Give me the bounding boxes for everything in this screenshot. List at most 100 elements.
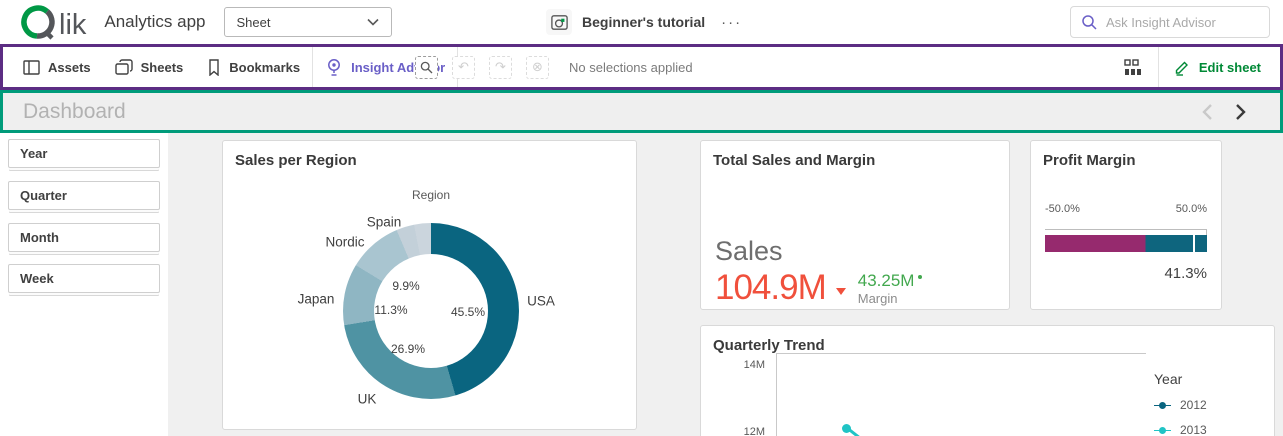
qlik-logo: lik xyxy=(20,2,86,42)
qlik-q-icon xyxy=(21,5,55,40)
sales-per-region-card: Sales per Region Region USA UK Japan Nor… xyxy=(222,140,637,430)
sheets-button[interactable]: Sheets xyxy=(103,47,196,87)
selections-search-icon[interactable] xyxy=(415,55,438,79)
more-options-icon[interactable]: ··· xyxy=(721,13,743,31)
chevron-down-icon xyxy=(366,18,379,26)
trend-down-icon xyxy=(835,287,846,295)
total-sales-margin-card[interactable]: Total Sales and Margin Sales 104.9M 43.2… xyxy=(700,140,1010,310)
gauge-chart: -50.0% 50.0% 41.3% xyxy=(1045,203,1207,282)
bookmarks-button[interactable]: Bookmarks xyxy=(195,47,312,87)
search-icon xyxy=(1082,14,1097,30)
slice-label-japan: Japan xyxy=(297,291,335,307)
edit-sheet-label: Edit sheet xyxy=(1198,59,1261,75)
insight-advisor-search[interactable] xyxy=(1070,6,1270,38)
legend-item-2012[interactable]: 2012 xyxy=(1154,398,1207,412)
slice-label-nordic: Nordic xyxy=(325,234,365,250)
slice-pct-usa: 45.5% xyxy=(450,305,486,319)
y-tick-14m: 14M xyxy=(743,359,765,371)
app-document-icon[interactable] xyxy=(546,9,572,35)
data-point-2013[interactable] xyxy=(842,424,851,433)
filter-quarter[interactable]: Quarter xyxy=(8,181,160,210)
sheet-selector-value: Sheet xyxy=(236,14,271,30)
filter-panel: Year Quarter Month Week xyxy=(0,133,168,436)
gauge-value-label: 41.3% xyxy=(1164,265,1207,282)
sales-per-region-title: Sales per Region xyxy=(235,152,357,169)
filter-week[interactable]: Week xyxy=(8,264,160,293)
redo-glyph: ↷ xyxy=(495,59,506,75)
sheet-selector-dropdown[interactable]: Sheet xyxy=(223,7,392,37)
insight-advisor-icon xyxy=(328,58,341,76)
sheet-objects-icon[interactable] xyxy=(1108,47,1158,87)
donut-hole xyxy=(374,254,488,368)
filter-year[interactable]: Year xyxy=(8,139,160,168)
slice-label-usa: USA xyxy=(527,293,555,309)
redo-selection-icon: ↷ xyxy=(489,55,512,79)
trend-title: Quarterly Trend xyxy=(713,337,825,354)
assets-button[interactable]: Assets xyxy=(11,47,103,87)
donut-dimension-label: Region xyxy=(411,188,451,202)
edit-sheet-button[interactable]: Edit sheet xyxy=(1159,47,1275,87)
app-title: Analytics app xyxy=(104,12,206,31)
slice-pct-japan: 11.3% xyxy=(374,303,408,317)
kpi-secondary: 43.25M Margin xyxy=(857,270,923,309)
slice-label-spain: Spain xyxy=(366,214,402,230)
kpi-primary-value: 104.9M xyxy=(715,267,827,307)
slice-label-uk: UK xyxy=(357,391,377,407)
sheet-canvas: Year Quarter Month Week Sales per Region… xyxy=(0,133,1283,436)
gauge-min-label: -50.0% xyxy=(1045,203,1080,215)
slice-pct-nordic: 9.9% xyxy=(392,279,420,293)
document-header: Beginner's tutorial ··· xyxy=(546,0,742,44)
top-header: lik Analytics app Sheet Beginner's tutor… xyxy=(0,0,1283,44)
undo-glyph: ↶ xyxy=(458,59,469,75)
legend-item-2013[interactable]: 2013 xyxy=(1154,423,1207,436)
kpi-secondary-value: 43.25M xyxy=(857,270,915,290)
slice-pct-uk: 26.9% xyxy=(390,342,426,356)
legend-title: Year xyxy=(1154,371,1183,387)
donut-chart[interactable]: Region USA UK Japan Nordic Spain 45.5% 2… xyxy=(223,141,636,429)
y-axis-line xyxy=(776,353,777,436)
qlik-logo-text: lik xyxy=(59,9,87,41)
kpi-title: Total Sales and Margin xyxy=(713,152,876,169)
kpi-body: Sales 104.9M 43.25M Margin xyxy=(715,236,923,309)
profit-margin-card[interactable]: Profit Margin -50.0% 50.0% 41.3% xyxy=(1030,140,1222,310)
gauge-bar[interactable] xyxy=(1045,235,1207,252)
kpi-primary-label: Sales xyxy=(715,236,783,266)
toolbar-separator xyxy=(1157,47,1159,87)
next-sheet-icon[interactable] xyxy=(1235,103,1246,121)
toolbar-right: Edit sheet xyxy=(1108,47,1275,87)
assets-label: Assets xyxy=(48,59,91,75)
trend-dot-icon xyxy=(918,274,923,279)
sheet-title: Dashboard xyxy=(23,99,126,123)
undo-selection-icon: ↶ xyxy=(452,55,475,79)
assets-panel-icon xyxy=(23,59,40,75)
gauge-title: Profit Margin xyxy=(1043,152,1136,169)
clear-selections-icon: ⊗ xyxy=(526,55,549,79)
previous-sheet-icon xyxy=(1202,103,1213,121)
bookmark-icon xyxy=(209,58,219,76)
sheet-navigation xyxy=(1202,103,1246,121)
legend-label-2013: 2013 xyxy=(1180,423,1207,436)
legend-label-2012: 2012 xyxy=(1180,398,1207,412)
toolbar: Assets Sheets Bookmarks Insight Advisor xyxy=(0,44,1283,90)
gauge-max-label: 50.0% xyxy=(1175,203,1207,215)
quarterly-trend-card[interactable]: Quarterly Trend 14M 12M Year 2012 2013 xyxy=(700,325,1275,436)
y-tick-12m: 12M xyxy=(743,426,765,436)
pencil-icon xyxy=(1175,61,1188,76)
sheet-titlebar: Dashboard xyxy=(0,90,1283,133)
sheets-icon xyxy=(114,59,133,75)
selections-bar: ↶ ↷ ⊗ No selections applied xyxy=(405,47,693,87)
gauge-value-tick xyxy=(1192,235,1195,252)
clear-glyph: ⊗ xyxy=(532,59,543,75)
chart-legend: Year 2012 2013 xyxy=(1154,371,1207,436)
series-marker-2012 xyxy=(1154,401,1171,410)
line-chart: 14M 12M Year 2012 2013 xyxy=(701,326,1274,436)
gauge-axis xyxy=(1045,229,1207,235)
toolbar-separator xyxy=(312,47,314,87)
sheets-label: Sheets xyxy=(140,59,184,75)
filter-month[interactable]: Month xyxy=(8,223,160,252)
bookmarks-label: Bookmarks xyxy=(229,59,301,75)
search-input[interactable] xyxy=(1106,14,1246,30)
line-segment-2013 xyxy=(848,428,863,436)
selections-status: No selections applied xyxy=(569,59,693,75)
plot-top-border xyxy=(776,353,1146,354)
